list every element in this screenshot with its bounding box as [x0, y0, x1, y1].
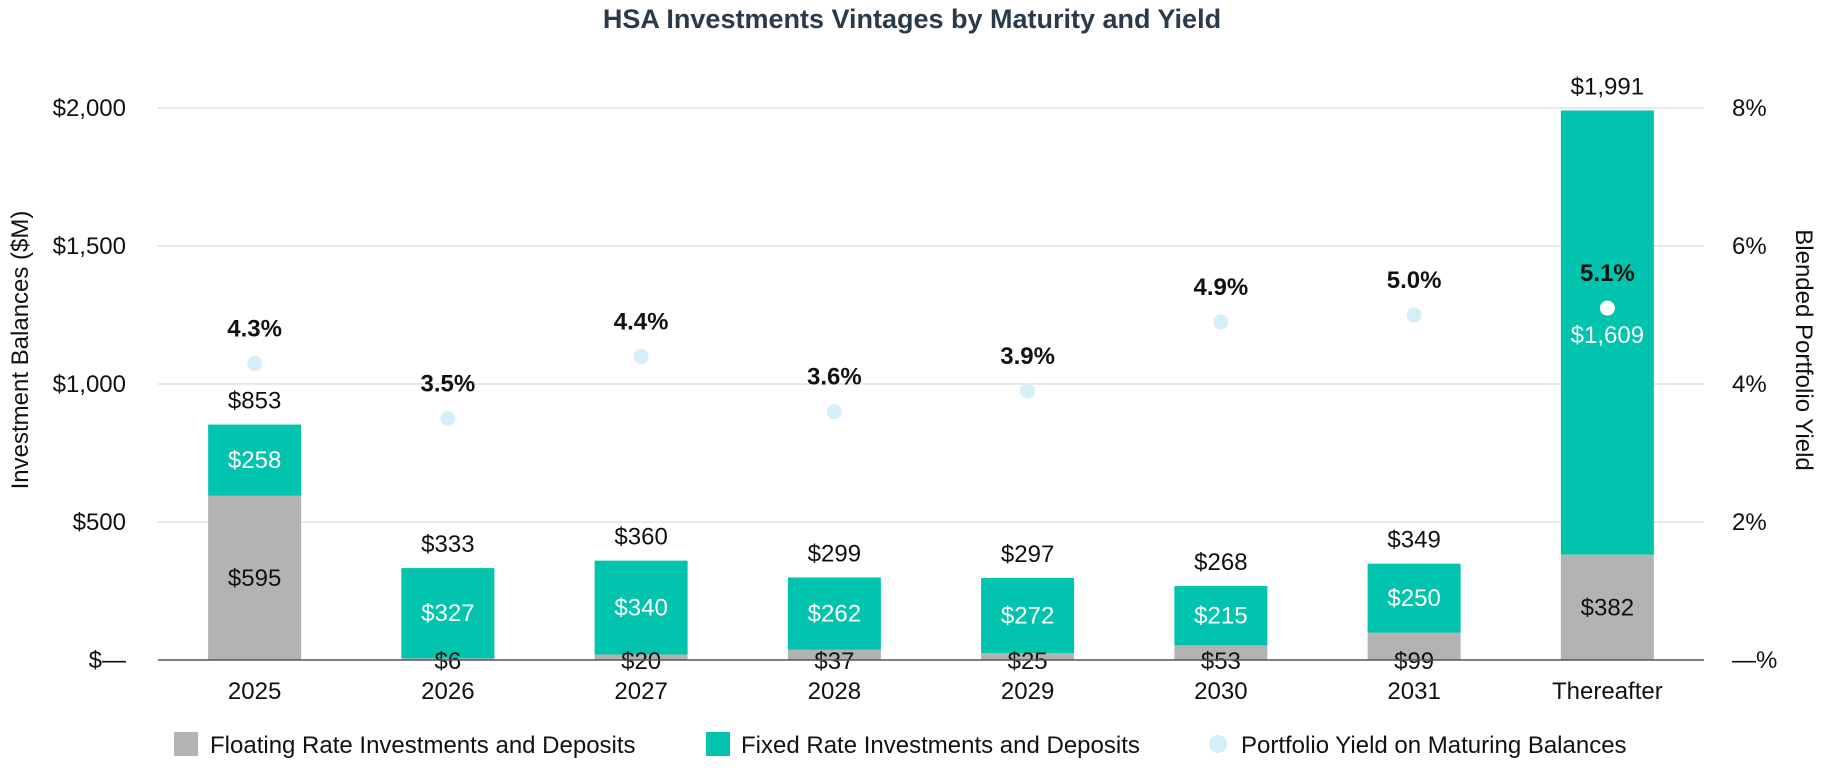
yield-label: 5.0%: [1387, 267, 1442, 294]
label-fixed: $1,609: [1571, 322, 1644, 349]
y-tick-label: $1,000: [53, 371, 126, 398]
label-fixed: $250: [1387, 585, 1440, 612]
y-tick-label: $2,000: [53, 95, 126, 122]
yield-points: 4.3% 3.5% 4.4% 3.6% 3.9% 4.9% 5.0% 5.1%: [227, 260, 1635, 426]
legend-swatch-floating: [174, 732, 198, 756]
bar-floating-2031: [1367, 632, 1461, 660]
y-tick-label: $—: [89, 647, 126, 674]
yield-point-2027: [633, 348, 649, 364]
bar-floating-2029: [981, 653, 1075, 660]
y2-tick-label: 8%: [1732, 95, 1767, 122]
label-fixed: $215: [1194, 603, 1247, 630]
x-tick-label: 2031: [1387, 678, 1440, 705]
label-floating: $37: [814, 648, 854, 675]
bar-floating-2025: [208, 495, 302, 660]
chart-title: HSA Investments Vintages by Maturity and…: [603, 4, 1221, 34]
y-tick-label: $500: [73, 509, 126, 536]
label-total: $297: [1001, 541, 1054, 568]
legend-swatch-yield: [1209, 735, 1227, 753]
x-tick-label: Thereafter: [1552, 678, 1663, 705]
legend: Floating Rate Investments and Deposits Fi…: [174, 732, 1627, 759]
bar-floating-2030: [1174, 645, 1268, 660]
bar-fixed-2029: [981, 578, 1075, 654]
label-total: $299: [808, 540, 861, 567]
label-floating: $53: [1201, 648, 1241, 675]
x-tick-label: 2025: [228, 678, 281, 705]
label-fixed: $262: [808, 601, 861, 628]
x-tick-label: 2030: [1194, 678, 1247, 705]
label-floating: $99: [1394, 648, 1434, 675]
label-floating: $382: [1581, 594, 1634, 621]
legend-label-fixed: Fixed Rate Investments and Deposits: [741, 732, 1140, 759]
yield-label: 4.9%: [1194, 274, 1249, 301]
y-axis-title: Investment Balances ($M): [7, 211, 34, 490]
yield-point-2026: [440, 411, 456, 426]
x-tick-label: 2026: [421, 678, 474, 705]
yield-label: 3.5%: [421, 371, 476, 398]
bar-floating-2027: [594, 654, 688, 660]
bar-floating-2026: [401, 658, 495, 660]
bar-fixed-2027: [594, 560, 688, 655]
legend-label-floating: Floating Rate Investments and Deposits: [210, 732, 636, 759]
x-tick-label: 2027: [614, 678, 667, 705]
label-fixed: $340: [614, 595, 667, 622]
x-axis-ticks: 2025 2026 2027 2028 2029 2030 2031 Thereafter: [228, 678, 1663, 705]
yield-label: 3.9%: [1000, 343, 1055, 370]
gridlines: [158, 107, 1704, 523]
y2-tick-label: 4%: [1732, 371, 1767, 398]
bar-fixed-2025: [208, 424, 302, 496]
data-labels: $595 $258 $853 $6 $327 $333 $20 $340 $360 $37 $262…: [228, 73, 1644, 675]
y2-axis-title: Blended Portfolio Yield: [1790, 229, 1817, 471]
yield-point-2031: [1406, 307, 1422, 323]
label-total: $1,991: [1571, 73, 1644, 100]
y-tick-label: $1,500: [53, 233, 126, 260]
bar-floating-Thereafter: [1560, 554, 1654, 660]
label-floating: $20: [621, 648, 661, 675]
yield-point-2029: [1020, 383, 1036, 399]
y2-tick-label: 2%: [1732, 509, 1767, 536]
label-total: $360: [614, 524, 667, 551]
bar-fixed-2031: [1367, 563, 1461, 633]
yield-label: 4.4%: [614, 308, 669, 335]
y2-tick-label: 6%: [1732, 233, 1767, 260]
bars: [208, 110, 1654, 660]
label-floating: $6: [435, 648, 462, 675]
bar-floating-2028: [787, 649, 881, 660]
yield-label: 3.6%: [807, 364, 862, 391]
yield-label: 4.3%: [227, 315, 282, 342]
label-total: $853: [228, 388, 281, 415]
yield-point-2025: [247, 355, 263, 371]
legend-label-yield: Portfolio Yield on Maturing Balances: [1241, 732, 1627, 759]
yield-point-2030: [1213, 314, 1229, 330]
yield-label: 5.1%: [1580, 260, 1635, 287]
label-total: $333: [421, 531, 474, 558]
label-fixed: $272: [1001, 603, 1054, 630]
label-total: $268: [1194, 549, 1247, 576]
label-floating: $25: [1008, 648, 1048, 675]
x-tick-label: 2029: [1001, 678, 1054, 705]
label-total: $349: [1387, 527, 1440, 554]
y-axis-ticks: $— $500 $1,000 $1,500 $2,000: [53, 95, 126, 674]
bar-fixed-2028: [787, 577, 881, 650]
bar-fixed-Thereafter: [1560, 110, 1654, 555]
y2-tick-label: —%: [1732, 647, 1777, 674]
x-tick-label: 2028: [808, 678, 861, 705]
yield-point-2028: [826, 404, 842, 420]
y2-axis-ticks: —% 2% 4% 6% 8%: [1732, 95, 1777, 674]
bar-fixed-2026: [401, 568, 495, 659]
yield-point-Thereafter: [1599, 300, 1615, 316]
bar-fixed-2030: [1174, 586, 1268, 646]
legend-swatch-fixed: [706, 732, 730, 756]
label-fixed: $258: [228, 447, 281, 474]
label-fixed: $327: [421, 600, 474, 627]
label-floating: $595: [228, 565, 281, 592]
